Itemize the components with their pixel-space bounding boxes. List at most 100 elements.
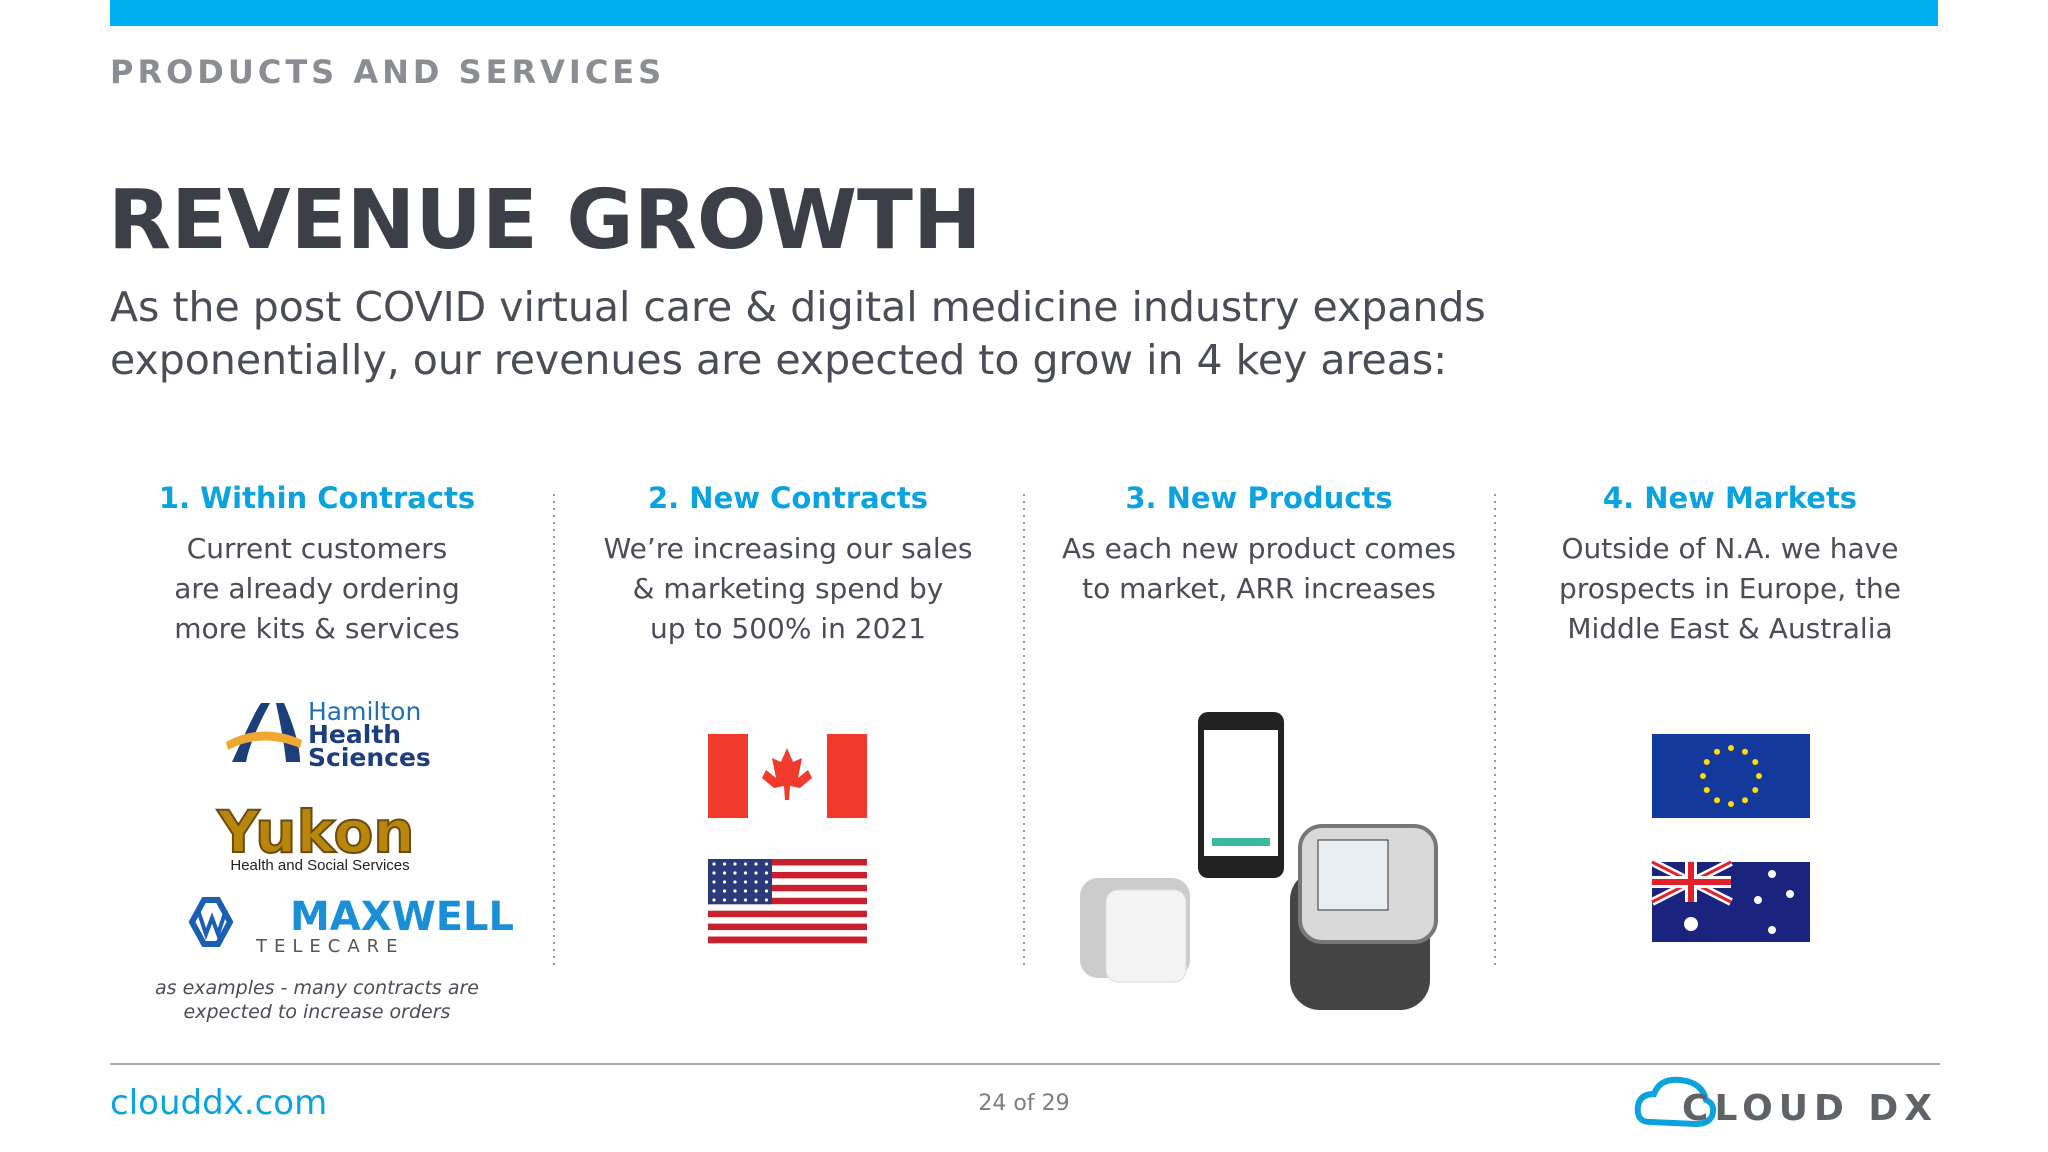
column-text: are already ordering xyxy=(174,572,460,605)
column-heading: 1. Within Contracts xyxy=(159,481,475,515)
flag-stripe xyxy=(708,897,867,905)
flag-star xyxy=(1742,748,1748,755)
us-flag xyxy=(708,859,867,944)
flag-stripe xyxy=(708,891,867,899)
flag-star xyxy=(1756,773,1762,779)
flag-star xyxy=(712,880,716,884)
flag-star xyxy=(733,862,737,866)
flag-star xyxy=(722,880,727,884)
flag-star xyxy=(733,871,737,875)
flag-star xyxy=(743,898,748,902)
flag-star xyxy=(1742,797,1748,804)
top-bar xyxy=(110,0,1938,26)
flag-star xyxy=(1714,748,1720,755)
flag-star xyxy=(743,889,748,893)
flag-star xyxy=(722,889,727,893)
slide-title: REVENUE GROWTH xyxy=(108,173,982,268)
flag-stripe xyxy=(708,871,867,879)
flag-star xyxy=(743,862,748,866)
columns: 1. Within Contracts Current customers are … xyxy=(159,481,1901,645)
dividers xyxy=(553,494,1496,966)
flag-star xyxy=(722,898,727,902)
brand-icon xyxy=(1634,1076,1717,1128)
devices-image xyxy=(1080,712,1438,1010)
logo-text: MAXWELL xyxy=(290,894,514,940)
subtitle: As the post COVID virtual care & digital… xyxy=(110,283,1486,331)
flag-star xyxy=(754,898,758,902)
logo-text: Sciences xyxy=(308,743,431,772)
column-text: prospects in Europe, the xyxy=(1559,572,1901,605)
flag-star xyxy=(712,871,716,875)
flag-stripe xyxy=(708,859,867,866)
flag-star xyxy=(733,880,737,884)
flag-star xyxy=(712,898,716,902)
column-text: up to 500% in 2021 xyxy=(650,612,926,645)
flag-star xyxy=(743,880,748,884)
column-heading: 2. New Contracts xyxy=(648,481,928,515)
flag-star xyxy=(722,862,727,866)
flag-star xyxy=(764,898,769,902)
flag-star xyxy=(754,862,758,866)
flag-stripe xyxy=(708,878,867,886)
logo-text: Hamilton xyxy=(308,697,421,726)
flag-star xyxy=(1714,797,1720,804)
flag-star xyxy=(712,889,716,893)
flag-stripe xyxy=(708,904,867,911)
flag-star xyxy=(764,880,769,884)
canada-flag xyxy=(708,734,867,818)
note: expected to increase orders xyxy=(184,1001,451,1023)
note: as examples - many contracts are xyxy=(155,977,479,999)
flag-star xyxy=(754,880,758,884)
column-text: Middle East & Australia xyxy=(1567,612,1892,645)
subtitle: exponentially, our revenues are expected… xyxy=(110,336,1447,384)
flag-canton xyxy=(708,859,772,905)
column-text: As each new product comes xyxy=(1062,532,1456,565)
flag-star xyxy=(1728,745,1734,751)
brand-name: CLOUD DX xyxy=(1682,1088,1938,1129)
eu-flag xyxy=(1652,734,1810,818)
flag-star xyxy=(733,889,737,893)
flag-stripe xyxy=(708,865,867,873)
column-text: Current customers xyxy=(187,532,448,565)
logo-text: Yukon xyxy=(216,798,414,866)
column-text: Outside of N.A. we have xyxy=(1562,532,1899,565)
hamilton-logo: Hamilton Health Sciences xyxy=(226,697,431,772)
flag-star xyxy=(764,889,769,893)
flag-star xyxy=(1703,759,1710,765)
logo-text: Health and Social Services xyxy=(230,857,409,874)
australia-flag xyxy=(1650,858,1810,942)
flag-stripe xyxy=(708,884,867,892)
flag-star xyxy=(712,862,716,866)
flag-star xyxy=(1703,787,1710,793)
flag-star xyxy=(1752,759,1759,765)
page-number: 24 of 29 xyxy=(978,1091,1069,1116)
flag-star xyxy=(743,871,748,875)
flag-star xyxy=(1700,773,1706,779)
flag-star xyxy=(764,871,769,875)
flag-star xyxy=(1752,787,1759,793)
website: clouddx.com xyxy=(110,1083,327,1123)
flag-star xyxy=(754,871,758,875)
flag-stripe xyxy=(708,923,867,931)
logo-text: Health xyxy=(308,720,401,749)
yukon-logo: Yukon Health and Social Services xyxy=(215,797,415,874)
column-heading: 4. New Markets xyxy=(1603,481,1857,515)
column-text: & marketing spend by xyxy=(633,572,944,605)
flag-star xyxy=(733,898,737,902)
flag-star xyxy=(722,871,727,875)
flag-star xyxy=(754,889,758,893)
flag-stripe xyxy=(708,917,867,924)
logo-text: TELECARE xyxy=(255,936,405,957)
flag-stripe xyxy=(708,910,867,918)
column-text: to market, ARR increases xyxy=(1082,572,1436,605)
flag-star xyxy=(1728,801,1734,807)
flag-star xyxy=(764,862,769,866)
flag-stripe xyxy=(708,936,867,944)
column-heading: 3. New Products xyxy=(1125,481,1392,515)
column-text: more kits & services xyxy=(174,612,460,645)
column-text: We’re increasing our sales xyxy=(604,532,973,565)
maxwell-logo: MAXWELL TELECARE xyxy=(188,894,514,957)
flag-stripe xyxy=(708,930,867,937)
section-label: PRODUCTS AND SERVICES xyxy=(110,53,665,91)
